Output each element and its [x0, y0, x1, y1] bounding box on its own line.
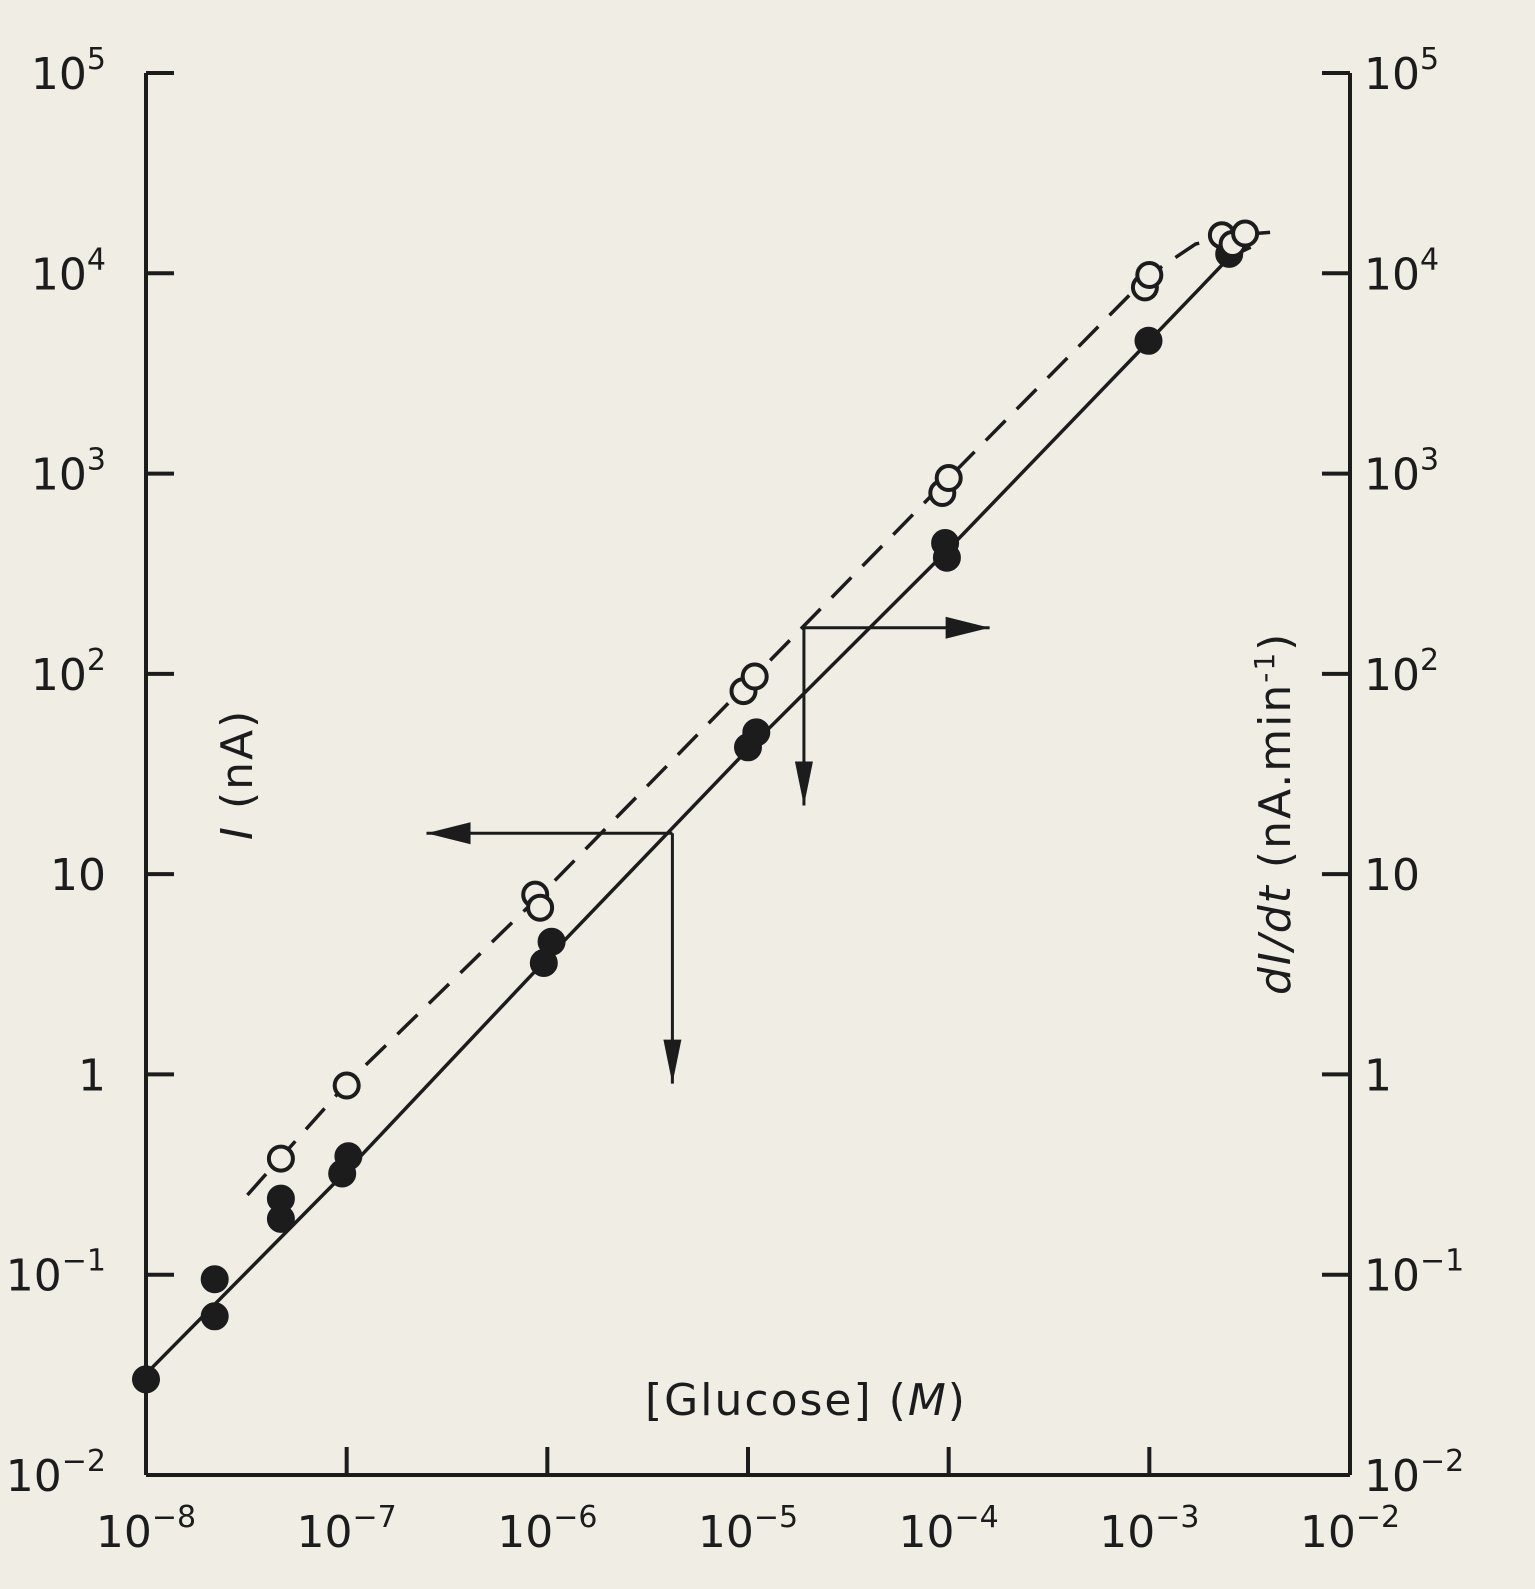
- right-tick-label: 102: [1364, 643, 1439, 701]
- filled-data-point: [537, 927, 566, 956]
- right-axis-title: dI/dt (nA.min-1): [1248, 632, 1301, 995]
- series-lines: [144, 230, 1271, 1376]
- x-tick-label: 10−2: [1300, 1500, 1400, 1558]
- left-axis-symbol: I: [212, 825, 263, 840]
- right-tick-label: 10−2: [1364, 1444, 1464, 1502]
- open-data-point: [526, 893, 555, 922]
- left-tick-label: 10−1: [6, 1244, 106, 1302]
- filled-data-point: [200, 1302, 229, 1331]
- x-tick-label: 10−7: [297, 1500, 397, 1558]
- left-tick-label: 104: [31, 242, 106, 300]
- right-axis-unit-exp: -1: [1248, 651, 1281, 683]
- right-tick-label: 10: [1364, 850, 1420, 901]
- open-data-point: [934, 464, 963, 492]
- open-data-point: [1231, 219, 1260, 248]
- x-axis-unit: M: [908, 1375, 948, 1426]
- left-axis-unit: (nA): [212, 709, 263, 809]
- left-tick-label: 10: [50, 850, 106, 901]
- data-markers: [132, 219, 1260, 1394]
- pointer-arrowhead-horizontal: [426, 822, 471, 845]
- open-data-point: [740, 662, 769, 691]
- right-axis-ticks: 10−2 10−1 1 10 102 103 104 105: [1322, 42, 1464, 1502]
- pointer-arrowhead-vertical: [663, 1039, 682, 1084]
- right-axis-unit: (nA.min: [1250, 683, 1301, 868]
- right-tick-label: 1: [1364, 1050, 1392, 1101]
- pointer-arrowhead-vertical: [794, 761, 813, 806]
- right-axis-unit-close: ): [1250, 632, 1301, 651]
- filled-data-point: [334, 1142, 363, 1171]
- left-tick-label: 102: [31, 643, 106, 701]
- x-tick-label: 10−5: [698, 1500, 798, 1558]
- x-axis-ticks: 10−8 10−7 10−6 10−5 10−4 10−3 10−2: [96, 1447, 1400, 1558]
- left-tick-label: 103: [31, 443, 106, 501]
- x-axis-title-text: [Glucose]: [645, 1375, 873, 1426]
- pointer-arrowhead-horizontal: [945, 616, 990, 639]
- right-tick-label: 105: [1364, 42, 1439, 100]
- filled-data-point: [931, 529, 960, 557]
- left-tick-label: 105: [31, 42, 106, 100]
- left-tick-label: 10−2: [6, 1444, 106, 1502]
- series-line-solid: [144, 245, 1252, 1376]
- open-data-point: [1135, 261, 1164, 289]
- open-data-point: [266, 1144, 295, 1173]
- left-axis-title: I (nA): [212, 709, 263, 840]
- filled-data-point: [132, 1365, 160, 1394]
- axes: [144, 73, 1352, 1477]
- filled-data-point: [1134, 326, 1163, 355]
- right-tick-label: 103: [1364, 443, 1439, 501]
- left-tick-label: 1: [78, 1050, 106, 1101]
- axis-pointer-arrows: [426, 616, 990, 1084]
- left-axis-ticks: 10−2 10−1 1 10 102 103 104 105: [6, 42, 174, 1502]
- right-axis-symbol: dI/dt: [1250, 884, 1301, 995]
- x-tick-label: 10−4: [899, 1500, 999, 1558]
- filled-data-point: [200, 1265, 229, 1294]
- x-tick-label: 10−6: [497, 1500, 597, 1558]
- filled-data-point: [742, 718, 771, 747]
- open-data-point: [332, 1071, 361, 1100]
- filled-data-point: [266, 1184, 295, 1213]
- x-tick-label: 10−8: [96, 1500, 196, 1558]
- right-tick-label: 104: [1364, 242, 1439, 300]
- x-axis-title: [Glucose] (M): [645, 1375, 967, 1426]
- x-tick-label: 10−3: [1099, 1500, 1199, 1558]
- right-tick-label: 10−1: [1364, 1244, 1464, 1302]
